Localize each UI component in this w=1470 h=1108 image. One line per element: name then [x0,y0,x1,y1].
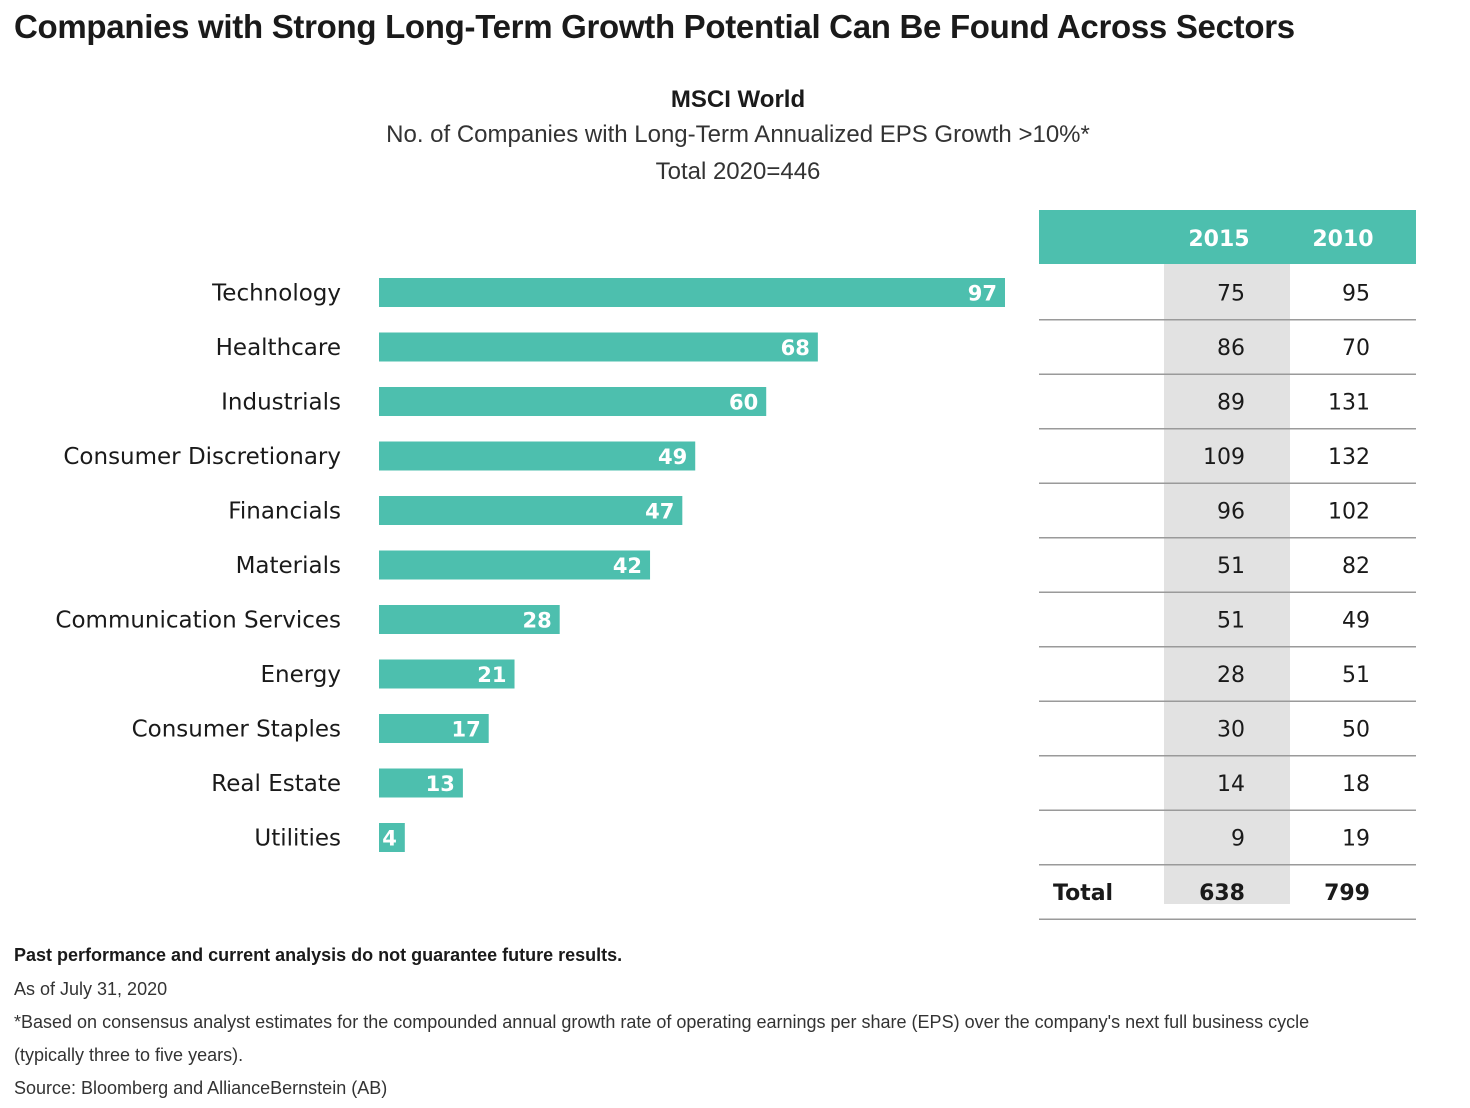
bar-value-label: 49 [658,445,687,469]
table-header-cell: 2015 [1188,227,1249,252]
table-cell: 14 [1217,772,1245,797]
table-cell: 51 [1342,663,1370,688]
table-cell: 109 [1203,445,1245,470]
bar [379,441,696,471]
footnote-line-2: (typically three to five years). [14,1045,244,1065]
comparison-table: 2015 2010 75 95 86 70 89 131 109 132 96 102 51 82 51 49… [1039,210,1416,920]
chart-subtitle-total: Total 2020=446 [655,158,821,185]
source: Source: Bloomberg and AllianceBernstein … [14,1078,388,1098]
category-label: Real Estate [211,771,341,797]
bar [379,659,515,689]
table-cell: 70 [1342,336,1370,361]
table-cell: 102 [1328,500,1370,525]
table-cell: 131 [1328,391,1370,416]
bar-value-label: 68 [781,336,810,360]
chart-title: Companies with Strong Long-Term Growth P… [14,8,1295,45]
bar [379,550,651,580]
bar-value-label: 4 [382,827,397,851]
table-cell: 18 [1342,772,1370,797]
table-cell: 86 [1217,336,1245,361]
bar-chart: Technology 97 Healthcare 68 Industrials 60 Con… [55,278,1005,852]
category-label: Energy [260,662,341,688]
table-cell: 49 [1342,609,1370,634]
bar [379,714,489,743]
table-cell: 75 [1217,282,1245,307]
table-cell: 132 [1328,445,1370,470]
table-total-label: Total [1053,881,1113,906]
table-cell: 30 [1217,718,1245,743]
table-cell: 51 [1217,609,1245,634]
table-cell: 89 [1217,391,1245,416]
table-cell: 95 [1342,282,1370,307]
bar [379,387,767,416]
category-label: Healthcare [216,335,341,361]
table-cell: 51 [1217,554,1245,579]
category-label: Consumer Staples [132,717,341,743]
table-cell: 9 [1231,827,1245,852]
table-cell: 50 [1342,718,1370,743]
bar [379,332,818,362]
category-label: Communication Services [55,608,341,634]
bar-value-label: 21 [477,663,506,687]
bar [379,768,463,798]
table-header-row [1039,210,1416,264]
category-label: Utilities [254,826,341,852]
table-cell: 96 [1217,500,1245,525]
category-label: Financials [228,499,341,525]
bar-value-label: 13 [426,772,455,796]
category-label: Consumer Discretionary [63,444,341,470]
category-label: Materials [236,553,341,579]
bar [379,823,405,852]
table-total-cell: 799 [1324,881,1370,906]
bar-value-label: 97 [968,282,997,306]
bar [379,496,683,525]
chart-subtitle-metric: No. of Companies with Long-Term Annualiz… [386,121,1090,148]
category-label: Technology [211,281,341,307]
bar-value-label: 42 [613,554,642,578]
as-of-date: As of July 31, 2020 [14,979,168,999]
bar-value-label: 17 [451,718,480,742]
table-header-cell: 2010 [1312,227,1373,252]
table-cell: 19 [1342,827,1370,852]
disclaimer: Past performance and current analysis do… [14,945,623,965]
bar [379,278,1005,307]
table-cell: 82 [1342,554,1370,579]
chart-and-table: Technology 97 Healthcare 68 Industrials 60 Con… [55,210,1416,920]
bar-value-label: 28 [522,609,551,633]
footnote-line-1: *Based on consensus analyst estimates fo… [14,1012,1310,1032]
category-label: Industrials [221,390,341,416]
table-shaded-column [1164,264,1290,904]
bar [379,605,560,634]
bar-value-label: 47 [645,500,674,524]
chart-subtitle-index: MSCI World [670,86,806,113]
table-total-cell: 638 [1199,881,1245,906]
bar-value-label: 60 [729,391,758,415]
table-cell: 28 [1217,663,1245,688]
